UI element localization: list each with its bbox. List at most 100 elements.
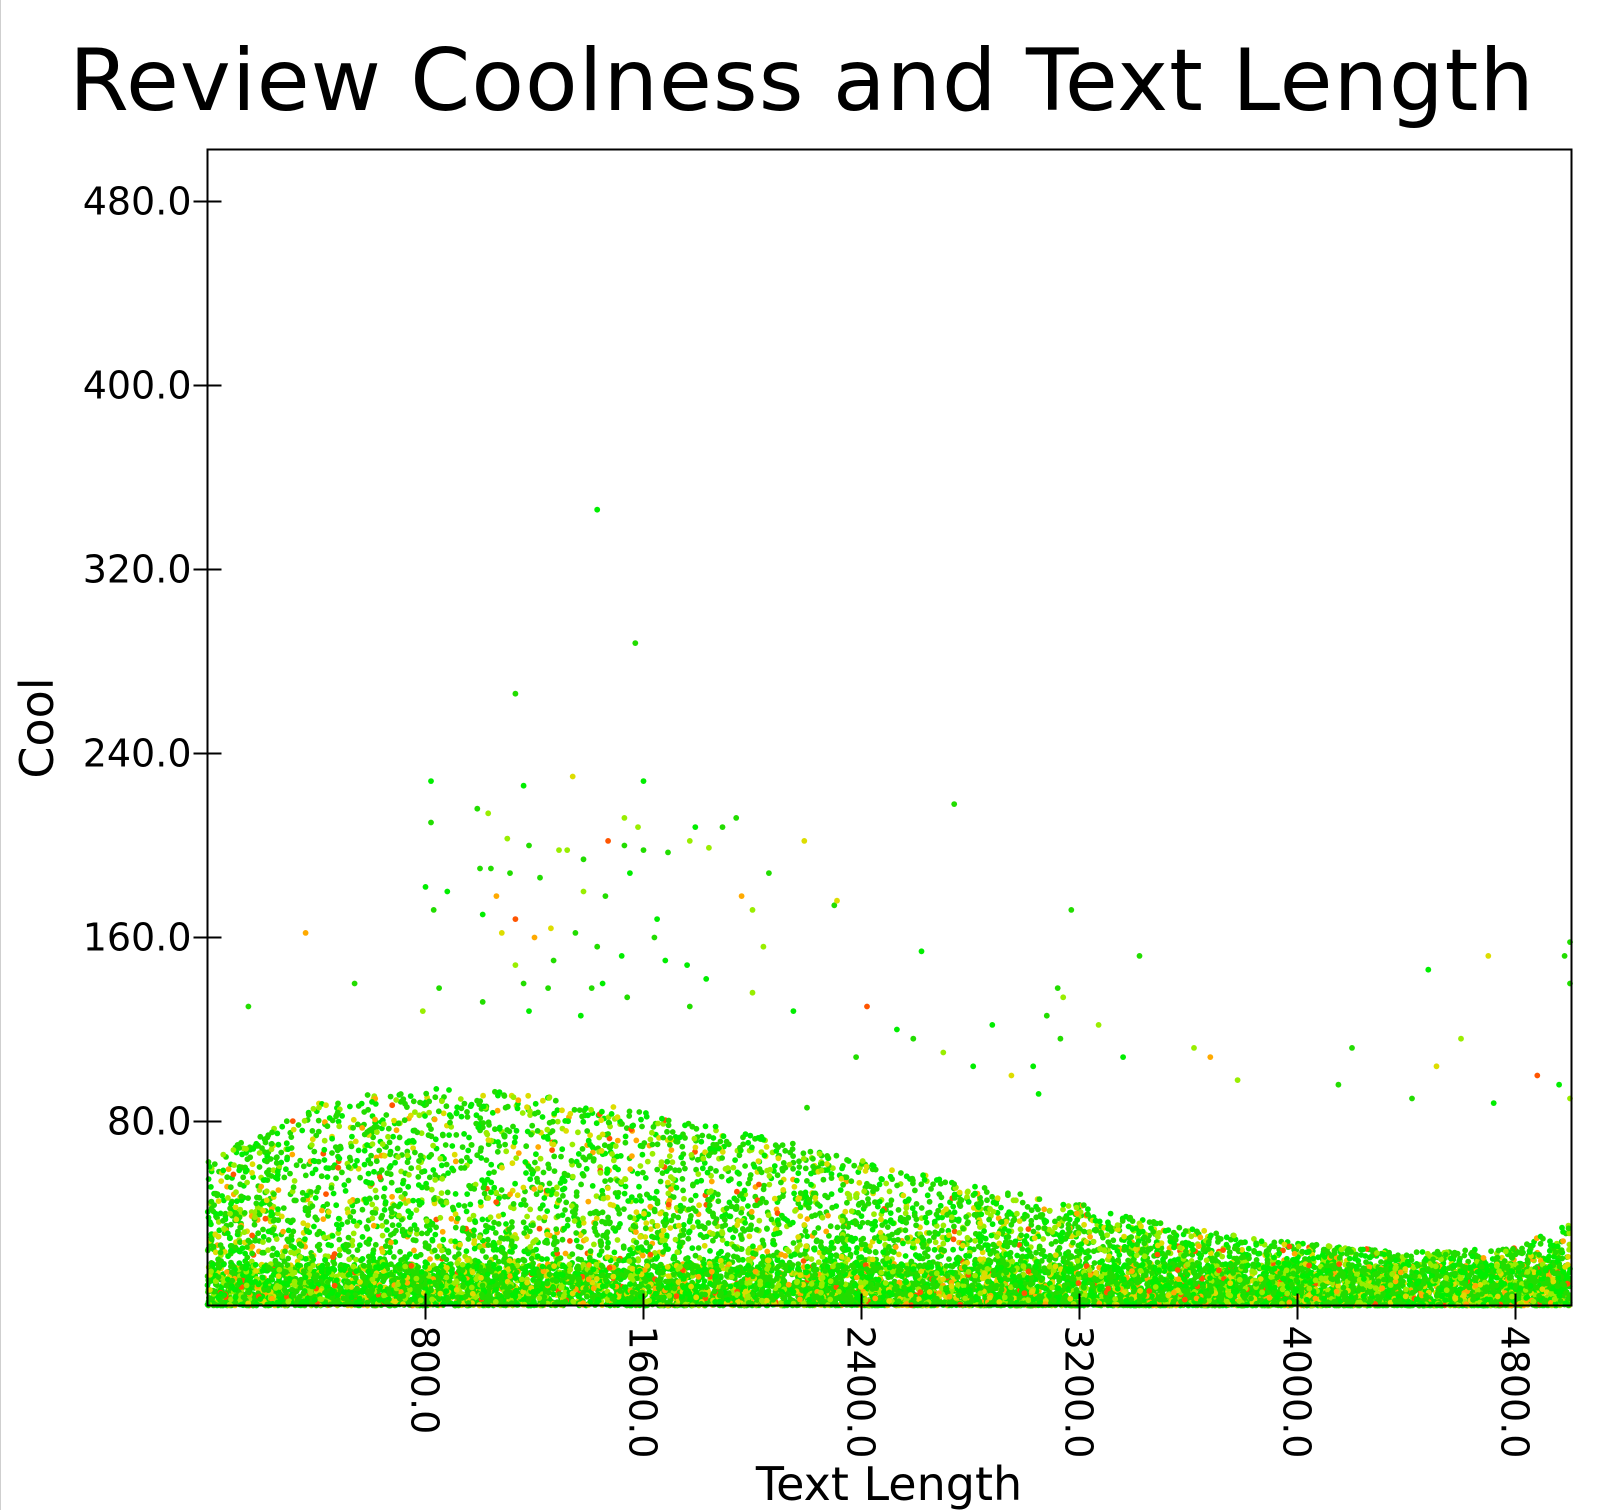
- data-point: [797, 1213, 804, 1220]
- data-point: [912, 1187, 918, 1194]
- data-point: [548, 1191, 554, 1198]
- data-point: [622, 1176, 629, 1183]
- data-point: [649, 1129, 655, 1136]
- data-point: [576, 1107, 583, 1113]
- data-point: [341, 1182, 348, 1188]
- data-point: [513, 1155, 520, 1161]
- data-point: [626, 1108, 633, 1115]
- data-point: [439, 1228, 446, 1235]
- data-point: [690, 1224, 696, 1230]
- data-point: [396, 1222, 402, 1228]
- data-point: [800, 1258, 807, 1264]
- data-point: [746, 1233, 753, 1240]
- data-point: [782, 1147, 789, 1154]
- data-point: [529, 1170, 536, 1177]
- data-point: [295, 1122, 302, 1128]
- data-point: [297, 1157, 304, 1164]
- data-point: [299, 1189, 306, 1196]
- data-point: [480, 1092, 486, 1099]
- data-point: [498, 1187, 505, 1193]
- data-point: [353, 1256, 359, 1263]
- data-point: [670, 1212, 677, 1219]
- data-point: [815, 1225, 822, 1231]
- data-point: [820, 1176, 827, 1183]
- data-point: [724, 1165, 731, 1171]
- data-point: [423, 1090, 430, 1097]
- data-point: [679, 1143, 686, 1150]
- data-point: [940, 1240, 947, 1247]
- data-point: [458, 1113, 465, 1120]
- data-point: [689, 1245, 696, 1252]
- data-point: [486, 1170, 492, 1177]
- data-point: [1085, 1206, 1091, 1213]
- data-point: [626, 1113, 633, 1119]
- data-point: [322, 1119, 328, 1125]
- data-point: [449, 1143, 456, 1149]
- data-point: [1107, 1210, 1114, 1217]
- data-point: [1028, 1222, 1035, 1228]
- data-point: [619, 1121, 625, 1127]
- data-point: [791, 1190, 797, 1197]
- data-point: [669, 1159, 676, 1166]
- data-point: [1104, 1232, 1111, 1238]
- data-point: [309, 1170, 316, 1177]
- data-point: [562, 1118, 569, 1124]
- data-point: [1219, 1253, 1226, 1260]
- data-point: [387, 1093, 394, 1100]
- data-point: [464, 1257, 471, 1264]
- data-point: [321, 1157, 328, 1163]
- data-point: [636, 1193, 643, 1199]
- data-point: [440, 1132, 446, 1139]
- data-point: [718, 1173, 725, 1180]
- data-point: [408, 1165, 415, 1172]
- data-point: [1028, 1253, 1035, 1260]
- data-point: [287, 1170, 293, 1177]
- data-point: [1462, 1247, 1469, 1254]
- data-point: [553, 1191, 560, 1197]
- data-point: [554, 1184, 560, 1191]
- data-point: [604, 1244, 611, 1251]
- data-point: [273, 1236, 280, 1242]
- data-point: [649, 1150, 656, 1157]
- data-point: [310, 1105, 317, 1112]
- data-point: [510, 1123, 516, 1130]
- data-point: [593, 1120, 600, 1127]
- data-point: [503, 1221, 509, 1227]
- data-point: [240, 1174, 247, 1181]
- data-point: [507, 1248, 513, 1255]
- data-point: [387, 1244, 394, 1251]
- data-point: [640, 1169, 646, 1176]
- data-point: [924, 1192, 931, 1199]
- data-point: [1547, 1238, 1553, 1245]
- data-point: [211, 1161, 218, 1167]
- data-point: [491, 1169, 497, 1175]
- data-point: [300, 1163, 307, 1170]
- data-point: [283, 1166, 289, 1173]
- data-point: [675, 1214, 682, 1221]
- data-point: [994, 1195, 1001, 1202]
- data-point: [369, 1141, 376, 1147]
- data-point: [1025, 1226, 1032, 1232]
- data-point: [328, 1242, 334, 1249]
- data-point: [430, 1167, 437, 1173]
- data-point: [386, 1139, 393, 1146]
- data-point: [698, 1177, 705, 1184]
- data-point: [417, 1152, 424, 1159]
- data-point: [879, 1208, 886, 1214]
- data-point: [324, 1123, 331, 1130]
- data-point: [549, 1147, 555, 1153]
- data-point: [567, 1238, 573, 1244]
- data-point: [692, 1252, 699, 1259]
- data-point: [540, 1169, 547, 1176]
- data-point: [242, 1250, 249, 1257]
- data-point: [459, 1144, 466, 1150]
- data-point: [320, 1216, 327, 1222]
- data-point: [315, 1184, 322, 1191]
- data-point: [309, 1253, 315, 1260]
- data-point: [795, 1170, 802, 1177]
- data-point: [329, 1150, 335, 1156]
- data-point: [797, 1242, 803, 1248]
- data-point: [496, 1239, 503, 1246]
- data-point: [427, 1256, 433, 1262]
